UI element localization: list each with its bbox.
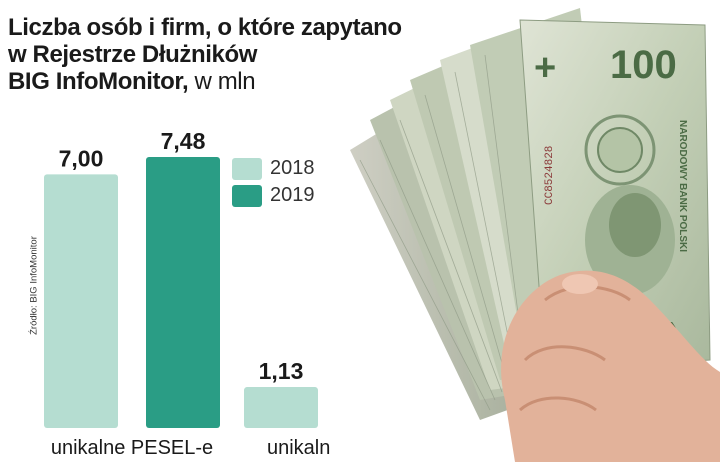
legend-swatch-2019 (232, 184, 262, 207)
value-label-2018-pesel: 7,00 (59, 145, 104, 171)
title-unit: w mln (188, 68, 256, 95)
legend-item-2018: 2018 (232, 157, 315, 180)
title-line-1: Liczba osób i firm, o które zapytano (8, 14, 402, 41)
value-labels-group: 7,007,481,131,58 (59, 128, 304, 384)
svg-text:CC8524828: CC8524828 (544, 146, 556, 205)
title-brand: BIG InfoMonitor, (8, 68, 189, 95)
svg-text:NARODOWY BANK POLSKI: NARODOWY BANK POLSKI (677, 120, 688, 252)
title-line-3: BIG InfoMonitor, w mln (8, 68, 448, 95)
title-line-2: w Rejestrze Dłużników (8, 41, 257, 68)
legend-swatch-2018 (232, 157, 262, 180)
legend-label-2018: 2018 (270, 157, 315, 179)
category-labels-group: unikalne PESEL-e unikalne NIP-y (51, 437, 330, 459)
chart-title: Liczba osób i firm, o które zapytano w R… (8, 14, 448, 95)
bar-2018-nip (244, 387, 318, 428)
category-label-pesel: unikalne PESEL-e (51, 437, 213, 459)
bar-chart: 7,007,481,131,58 unikalne PESEL-eunikaln… (44, 128, 330, 459)
value-label-2019-pesel: 7,48 (161, 128, 206, 154)
svg-text:+: + (534, 47, 556, 89)
value-label-2018-nip: 1,13 (259, 358, 304, 384)
banknotes-in-hand-icon: + 100 CC8524828 NARODOWY BANK POLSKI 100 (350, 8, 720, 462)
bars-group (44, 157, 318, 428)
svg-text:100: 100 (610, 43, 677, 87)
category-label-nip: unikalne NIP-y (267, 437, 330, 459)
legend-item-2019: 2019 (232, 184, 315, 207)
bar-2019-pesel (146, 157, 220, 428)
bar-2018-pesel (44, 174, 118, 428)
hand (501, 270, 720, 462)
legend-label-2019: 2019 (270, 184, 315, 206)
